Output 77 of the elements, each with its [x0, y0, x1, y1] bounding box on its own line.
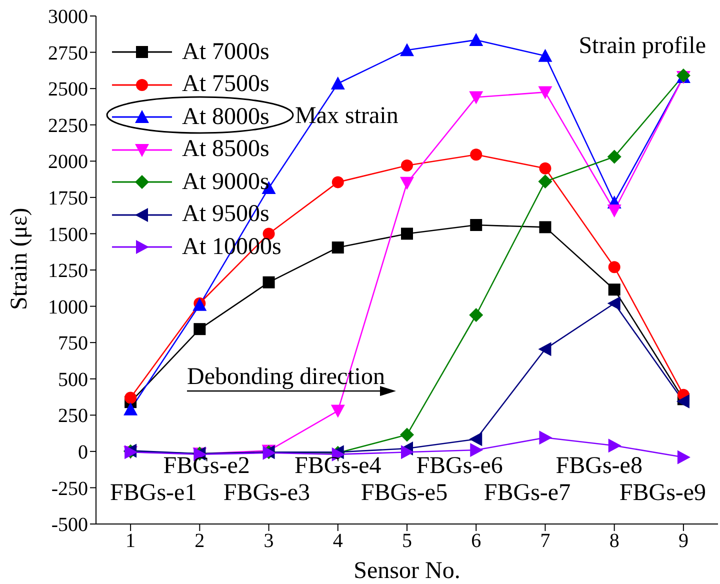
point [607, 150, 622, 164]
point [469, 432, 482, 446]
annotation: FBGs-e3 [223, 480, 310, 506]
annotation: FBGs-e6 [416, 453, 503, 479]
annotation: FBGs-e8 [556, 453, 642, 479]
point [538, 342, 552, 356]
annotation: FBGs-e5 [360, 480, 448, 506]
point [469, 91, 484, 104]
annotation: FBGs-e7 [484, 480, 571, 506]
y-tick-label: -250 [51, 478, 88, 500]
point [330, 76, 345, 90]
point [470, 442, 484, 457]
y-tick-label: 1750 [48, 188, 88, 210]
point [330, 404, 345, 418]
point [401, 159, 413, 172]
y-axis-title: Strain (με) [6, 208, 33, 310]
point [400, 176, 414, 190]
point [400, 43, 414, 56]
y-tick-label: 0 [78, 442, 88, 464]
point [469, 308, 484, 322]
point [332, 242, 344, 254]
point [608, 284, 620, 296]
y-tick-label: 2750 [48, 42, 88, 64]
point [539, 162, 552, 174]
point [538, 174, 552, 188]
y-tick-label: 750 [58, 332, 88, 355]
y-tick-label: -500 [51, 514, 88, 536]
annotation: FBGs-e4 [294, 453, 382, 479]
point [124, 392, 137, 404]
y-tick-label: 1250 [48, 260, 88, 282]
x-tick-label: 8 [609, 530, 620, 552]
x-tick-label: 1 [126, 530, 136, 552]
point [194, 323, 206, 336]
x-tick-label: 2 [194, 530, 205, 552]
point [608, 261, 620, 274]
x-tick-label: 5 [402, 530, 412, 552]
annotation: FBGs-e1 [110, 480, 197, 506]
annotation: FBGs-e9 [619, 480, 706, 506]
y-tick-label: 3000 [48, 6, 88, 28]
point [607, 204, 622, 218]
legend-label: At 8000s [182, 104, 270, 131]
point [262, 276, 275, 288]
point [469, 32, 484, 46]
x-axis-title: Sensor No. [354, 558, 460, 584]
point [538, 86, 552, 100]
annotation: FBGs-e2 [163, 453, 250, 479]
annotation: Strain profile [578, 33, 706, 59]
point [539, 221, 552, 234]
x-tick-label: 6 [471, 530, 482, 552]
point [401, 445, 414, 460]
point [676, 394, 690, 408]
point [400, 428, 414, 442]
legend-label: At 9000s [182, 168, 270, 196]
point [470, 219, 482, 232]
legend-label: At 7500s [182, 71, 270, 98]
x-tick-label: 3 [264, 530, 274, 552]
point [332, 176, 344, 188]
x-tick-label: 9 [678, 530, 688, 552]
point [607, 296, 620, 310]
y-tick-label: 1000 [48, 296, 88, 318]
point [124, 402, 138, 416]
x-tick-label: 7 [540, 530, 550, 552]
point [401, 228, 413, 240]
y-tick-label: 500 [58, 368, 88, 391]
point [608, 438, 622, 453]
point [539, 430, 552, 445]
legend-label: At 8500s [182, 136, 270, 164]
x-tick-label: 4 [332, 530, 343, 552]
point [538, 48, 552, 62]
y-tick-label: 1500 [48, 224, 88, 246]
y-tick-label: 2000 [48, 151, 88, 174]
y-tick-label: 2250 [48, 114, 88, 137]
point [470, 148, 482, 161]
y-tick-label: 250 [58, 405, 88, 428]
point [677, 450, 690, 464]
y-tick-label: 2500 [48, 78, 88, 101]
legend-label: At 7000s [182, 38, 270, 66]
